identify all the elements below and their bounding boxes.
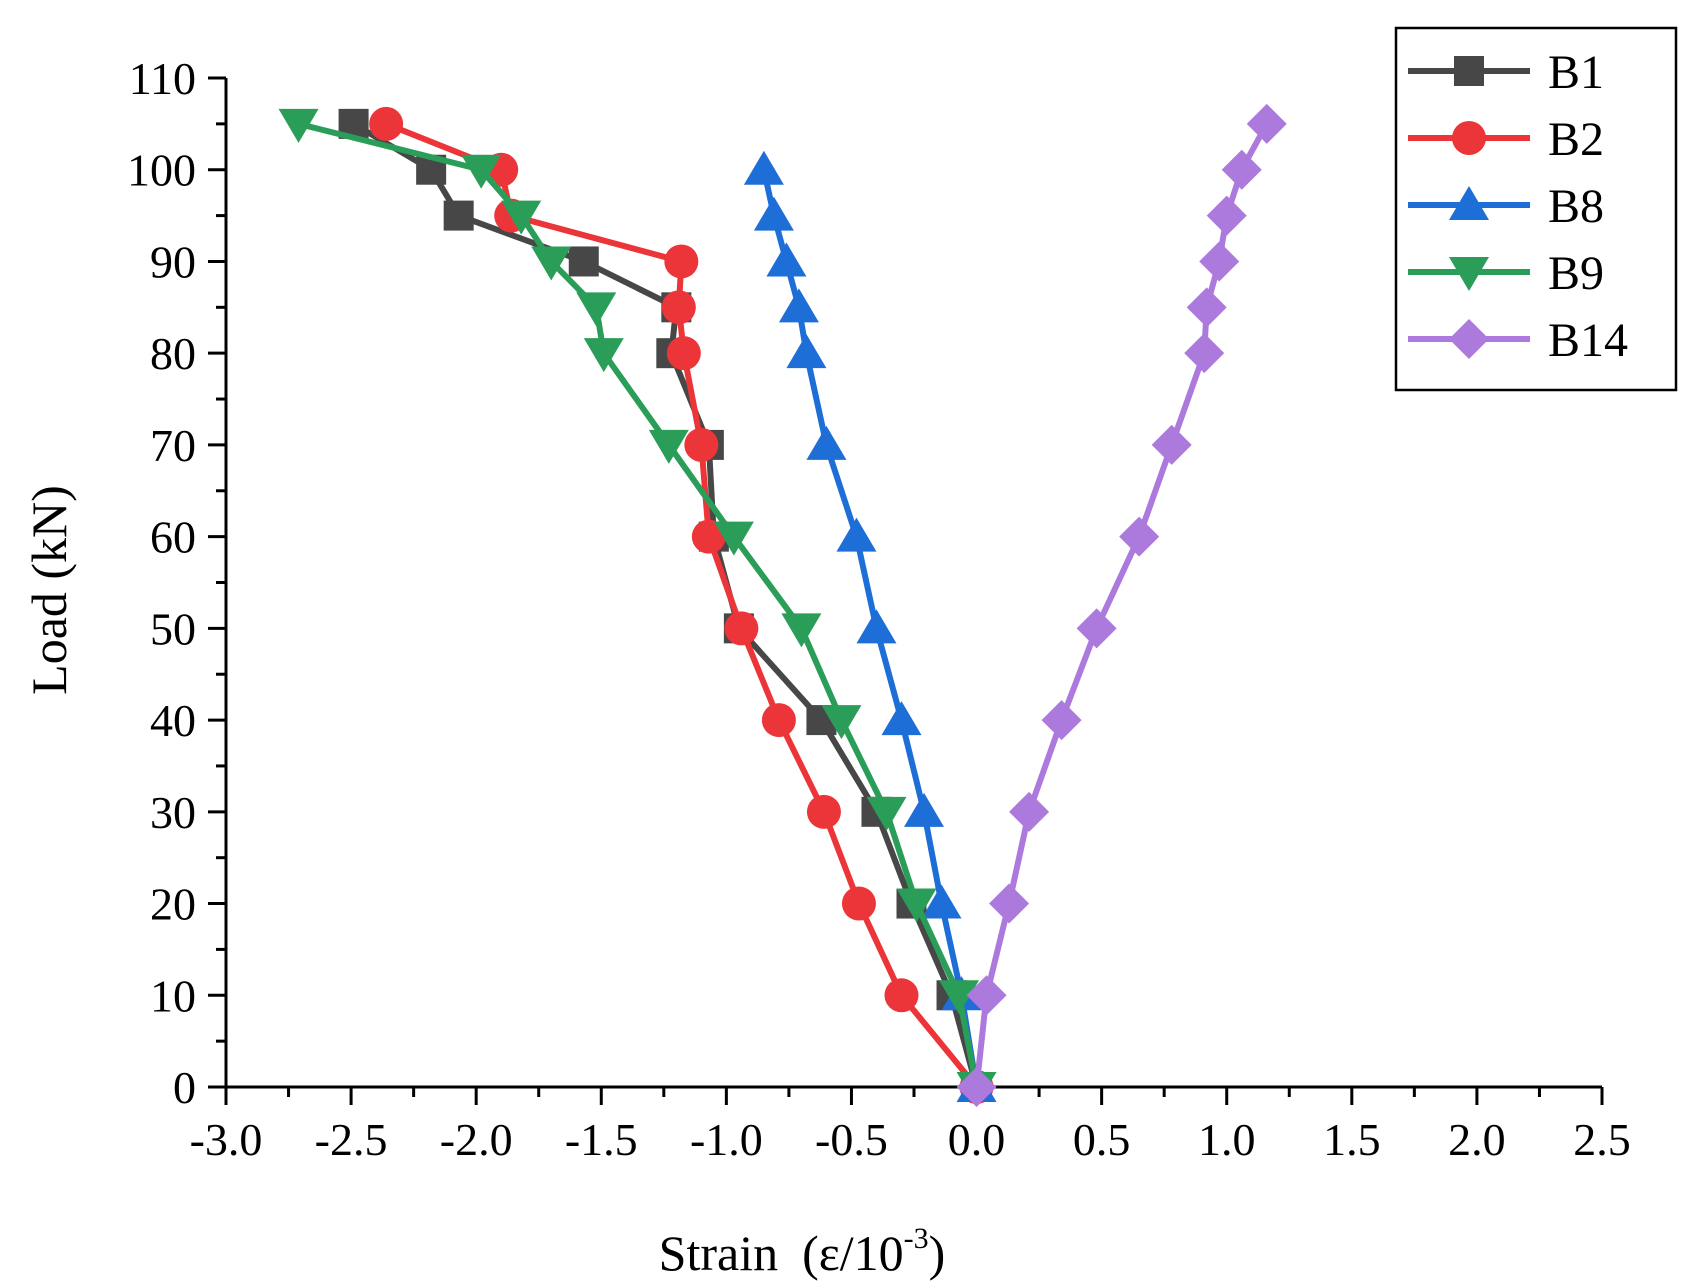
data-point-b9 bbox=[781, 613, 822, 648]
legend-frame bbox=[1394, 26, 1678, 392]
x-tick-label: -0.5 bbox=[815, 1114, 888, 1165]
y-tick-label: 100 bbox=[127, 145, 196, 196]
data-point-b8 bbox=[856, 609, 897, 644]
data-point-b2 bbox=[369, 106, 404, 141]
legend-marker-b8 bbox=[1449, 186, 1489, 220]
data-point-b14 bbox=[1186, 287, 1227, 328]
data-point-b14 bbox=[1184, 333, 1225, 374]
legend-marker-b14 bbox=[1449, 319, 1489, 359]
y-tick-label: 10 bbox=[150, 970, 196, 1021]
data-point-b2 bbox=[661, 290, 696, 325]
data-point-b8 bbox=[904, 792, 945, 827]
x-axis-title: Strain (ε/10-3) bbox=[659, 1222, 946, 1281]
data-point-b9 bbox=[531, 246, 572, 281]
x-tick-label: 2.0 bbox=[1448, 1114, 1506, 1165]
x-axis-title-main: Strain bbox=[659, 1225, 778, 1281]
y-tick-label: 0 bbox=[173, 1062, 196, 1113]
legend-marker-b1 bbox=[1454, 56, 1484, 86]
series-b14 bbox=[956, 103, 1287, 1107]
legend-marker-b9 bbox=[1449, 257, 1489, 291]
data-point-b2 bbox=[684, 427, 719, 462]
data-point-b9 bbox=[821, 705, 862, 740]
data-point-b8 bbox=[921, 884, 962, 919]
data-point-b14 bbox=[966, 975, 1007, 1016]
data-point-b14 bbox=[1206, 195, 1247, 236]
y-tick-label: 80 bbox=[150, 328, 196, 379]
data-point-b14 bbox=[989, 883, 1030, 924]
data-point-b1 bbox=[568, 246, 599, 277]
data-point-b2 bbox=[806, 794, 841, 829]
data-point-b8 bbox=[836, 517, 877, 552]
x-tick-label: 1.5 bbox=[1323, 1114, 1381, 1165]
data-point-b2 bbox=[884, 978, 919, 1013]
x-tick-label: 0.0 bbox=[948, 1114, 1006, 1165]
data-point-b8 bbox=[743, 150, 784, 185]
y-tick-label: 40 bbox=[150, 695, 196, 746]
data-point-b2 bbox=[841, 886, 876, 921]
x-tick-label: 0.5 bbox=[1073, 1114, 1131, 1165]
data-point-b2 bbox=[666, 336, 701, 371]
x-axis-title-close: ) bbox=[929, 1225, 946, 1281]
y-tick-label: 60 bbox=[150, 512, 196, 563]
data-point-b14 bbox=[1246, 103, 1287, 144]
series-line-b1 bbox=[352, 121, 980, 1088]
data-point-b8 bbox=[806, 425, 847, 460]
data-point-b14 bbox=[1151, 424, 1192, 465]
data-point-b9 bbox=[576, 292, 617, 327]
data-point-b9 bbox=[896, 888, 937, 923]
data-point-b14 bbox=[1076, 608, 1117, 649]
data-point-b8 bbox=[766, 242, 807, 277]
x-tick-label: -3.0 bbox=[190, 1114, 263, 1165]
legend: B1 B2 B8 B9 B14 bbox=[1394, 26, 1678, 392]
x-axis-title-unit: (ε/10 bbox=[802, 1225, 904, 1281]
data-point-b14 bbox=[1199, 241, 1240, 282]
data-point-b8 bbox=[753, 196, 794, 231]
legend-label-b8: B8 bbox=[1548, 180, 1604, 233]
y-axis-title: Load (kN) bbox=[21, 485, 77, 695]
data-point-b9 bbox=[939, 980, 980, 1015]
legend-label-b9: B9 bbox=[1548, 247, 1604, 300]
data-point-b1 bbox=[443, 200, 474, 231]
data-point-b9 bbox=[501, 200, 542, 235]
y-tick-label: 90 bbox=[150, 236, 196, 287]
series-layer bbox=[278, 103, 1287, 1107]
data-point-b2 bbox=[761, 703, 796, 738]
legend-label-b1: B1 bbox=[1548, 46, 1604, 99]
x-tick-label: 2.5 bbox=[1573, 1114, 1631, 1165]
data-point-b9 bbox=[583, 338, 624, 373]
data-point-b2 bbox=[724, 611, 759, 646]
data-point-b14 bbox=[956, 1067, 997, 1107]
x-axis-title-exponent: -3 bbox=[904, 1222, 929, 1255]
axes: -3.0 -2.5 -2.0 -1.5 -1.0 -0.5 0.0 0.5 1.0 1.5 2.0 2… bbox=[127, 53, 1631, 1165]
data-point-b8 bbox=[786, 334, 827, 369]
x-tick-label: -1.5 bbox=[565, 1114, 638, 1165]
y-tick-label: 110 bbox=[129, 53, 196, 104]
y-tick-label: 30 bbox=[150, 787, 196, 838]
legend-label-b14: B14 bbox=[1548, 314, 1628, 367]
data-point-b9 bbox=[648, 429, 689, 464]
data-point-b14 bbox=[1041, 700, 1082, 741]
data-point-b9 bbox=[713, 521, 754, 556]
data-point-b2 bbox=[691, 519, 726, 554]
data-point-b14 bbox=[1119, 516, 1160, 557]
data-point-b9 bbox=[866, 796, 907, 831]
data-point-b9 bbox=[461, 154, 502, 189]
data-point-b8 bbox=[778, 288, 819, 323]
y-tick-label: 50 bbox=[150, 603, 196, 654]
x-tick-label: -2.5 bbox=[315, 1114, 388, 1165]
data-point-b9 bbox=[278, 108, 319, 143]
legend-marker-b2 bbox=[1452, 121, 1486, 155]
x-tick-label: -2.0 bbox=[440, 1114, 513, 1165]
y-tick-label: 70 bbox=[150, 420, 196, 471]
data-point-b2 bbox=[664, 244, 699, 279]
y-tick-label: 20 bbox=[150, 879, 196, 930]
data-point-b14 bbox=[1221, 149, 1262, 190]
x-tick-label: -1.0 bbox=[690, 1114, 763, 1165]
x-tick-label: 1.0 bbox=[1198, 1114, 1256, 1165]
data-point-b14 bbox=[1009, 791, 1050, 832]
series-b2 bbox=[369, 106, 994, 1104]
legend-label-b2: B2 bbox=[1548, 113, 1604, 166]
data-point-b8 bbox=[881, 701, 922, 736]
